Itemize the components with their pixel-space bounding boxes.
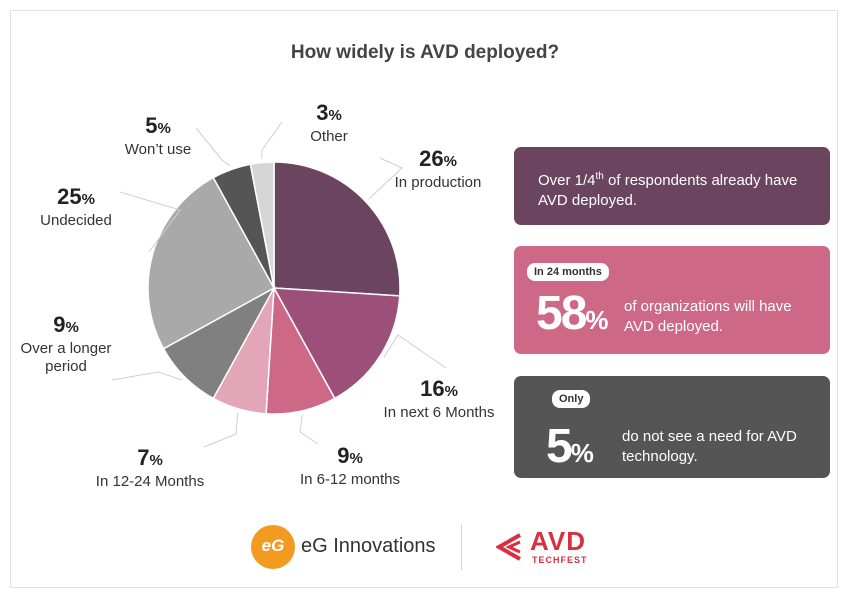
pie-slice-in-next-6-months [272, 287, 401, 400]
callout-deployed-text: Over 1/4th of respondents already have A… [538, 171, 798, 209]
leader-line [299, 414, 319, 445]
pie-slice-other [249, 161, 275, 289]
label-in-12-24-months: 7% In 12-24 Months [95, 445, 205, 491]
callout-deployed: Over 1/4th of respondents already have A… [514, 147, 830, 225]
callout-24-months-text: of organizations will have AVD deployed. [624, 298, 792, 335]
label-wont-use: 5% Won’t use [124, 113, 192, 159]
callout-24-months: In 24 months 58% of organizations will h… [514, 246, 830, 354]
callout-no-need-text: do not see a need for AVD technology. [622, 428, 797, 465]
avd-techfest-logo-subtext: TECHFEST [532, 555, 588, 565]
leader-line [195, 127, 231, 167]
pie-slice-undecided [147, 176, 276, 350]
big-stat-5: 5% [546, 420, 594, 473]
leader-line [261, 121, 283, 159]
label-other: 3% Other [310, 100, 348, 146]
label-over-a-longer-period: 9% Over a longer period [20, 312, 112, 376]
big-stat-58: 58% [536, 287, 609, 340]
eg-innovations-name: eG Innovations [301, 535, 436, 557]
infographic-frame [10, 10, 838, 588]
label-in-production: 26% In production [394, 146, 482, 192]
leader-line [383, 334, 447, 369]
avd-techfest-chevron-icon [496, 533, 521, 561]
leader-line [111, 371, 183, 381]
footer-divider [461, 524, 462, 570]
leader-line [203, 412, 239, 448]
callout-no-need: Only 5% do not see a need for AVD techno… [514, 376, 830, 478]
leader-line [119, 191, 181, 253]
badge-in-24-months: In 24 months [527, 263, 609, 281]
label-in-6-12-months: 9% In 6-12 months [299, 443, 401, 489]
label-undecided: 25% Undecided [40, 184, 112, 230]
avd-techfest-logo-text: AVD [530, 526, 586, 556]
label-in-next-6-months: 16% In next 6 Months [383, 376, 495, 422]
pie-slice-in-production [273, 161, 401, 297]
chart-title: How widely is AVD deployed? [290, 42, 560, 63]
eg-innovations-logo-icon: eG [251, 525, 295, 569]
badge-only: Only [552, 390, 591, 408]
leader-line [368, 157, 403, 200]
